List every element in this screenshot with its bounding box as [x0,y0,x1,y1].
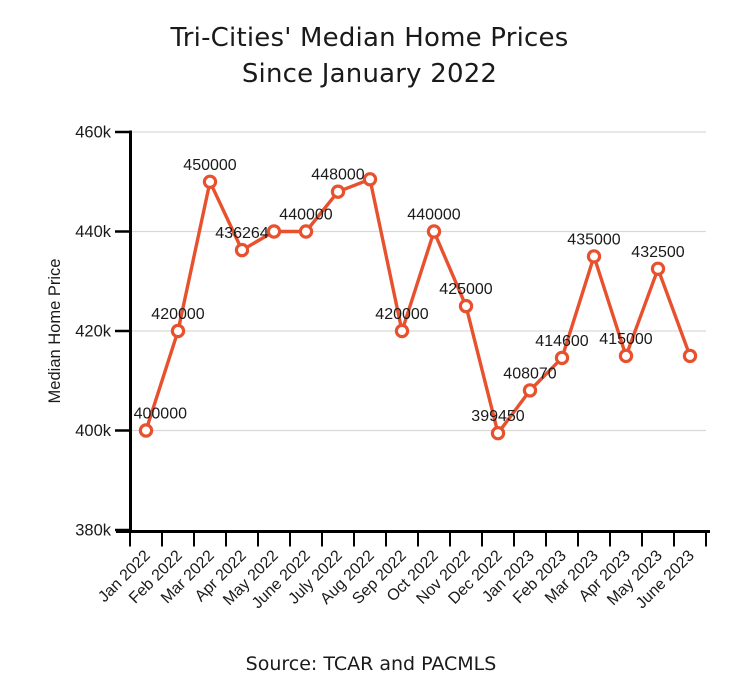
data-point-marker [234,242,250,258]
data-point-marker [458,298,474,314]
data-point-label: 400000 [134,406,187,423]
chart-title-line-2: Since January 2022 [241,59,498,89]
data-point-label: 440000 [407,207,460,224]
data-point-marker [682,348,698,364]
data-point-marker [618,348,634,364]
data-point-marker [586,249,602,264]
y-axis-title: Median Home Price [46,259,64,404]
y-tick-label: 380k [75,522,112,540]
axes [116,130,710,533]
data-point-label: 436264 [215,225,268,242]
data-point-label: 414600 [535,333,588,350]
data-point-marker [298,224,314,239]
source-caption: Source: TCAR and PACMLS [246,653,497,675]
chart-title: Tri-Cities' Median Home Prices Since Jan… [0,20,739,92]
data-point-marker [394,323,410,339]
data-point-marker [554,350,570,366]
gridlines [130,131,706,432]
data-point-marker [522,383,538,398]
data-point-marker [650,261,666,276]
data-point-marker [170,323,186,339]
data-point-label: 420000 [151,306,204,323]
y-tick-label: 420k [75,323,112,341]
data-point-labels: 400000 420000 450000 436264 440000 448000 4200… [134,157,685,425]
data-point-label: 450000 [183,157,236,174]
data-point-label: 399450 [471,408,524,425]
data-point-marker [362,172,378,187]
data-point-label: 420000 [375,306,428,323]
data-point-marker [330,184,346,199]
y-tick-label: 440k [75,223,112,241]
data-point-marker [266,224,282,239]
price-line [144,177,692,435]
data-point-label: 435000 [567,231,620,248]
data-point-marker [426,224,442,239]
x-axis-ticks [129,533,707,547]
price-series [138,172,698,441]
data-point-label: 415000 [599,331,652,348]
data-point-marker [138,423,154,438]
data-point-label: 448000 [311,167,364,184]
y-axis-ticks [115,130,129,532]
data-point-marker [490,426,506,441]
y-tick-label: 460k [75,124,112,142]
y-tick-label: 400k [75,422,112,440]
data-point-label: 425000 [439,281,492,298]
data-point-label: 408070 [503,365,556,382]
data-point-label: 440000 [279,207,332,224]
chart-title-line-1: Tri-Cities' Median Home Prices [170,23,569,53]
y-axis-tick-labels: 460k 440k 420k 400k 380k [75,124,112,540]
data-point-marker [202,174,218,189]
data-point-label: 432500 [631,244,684,261]
